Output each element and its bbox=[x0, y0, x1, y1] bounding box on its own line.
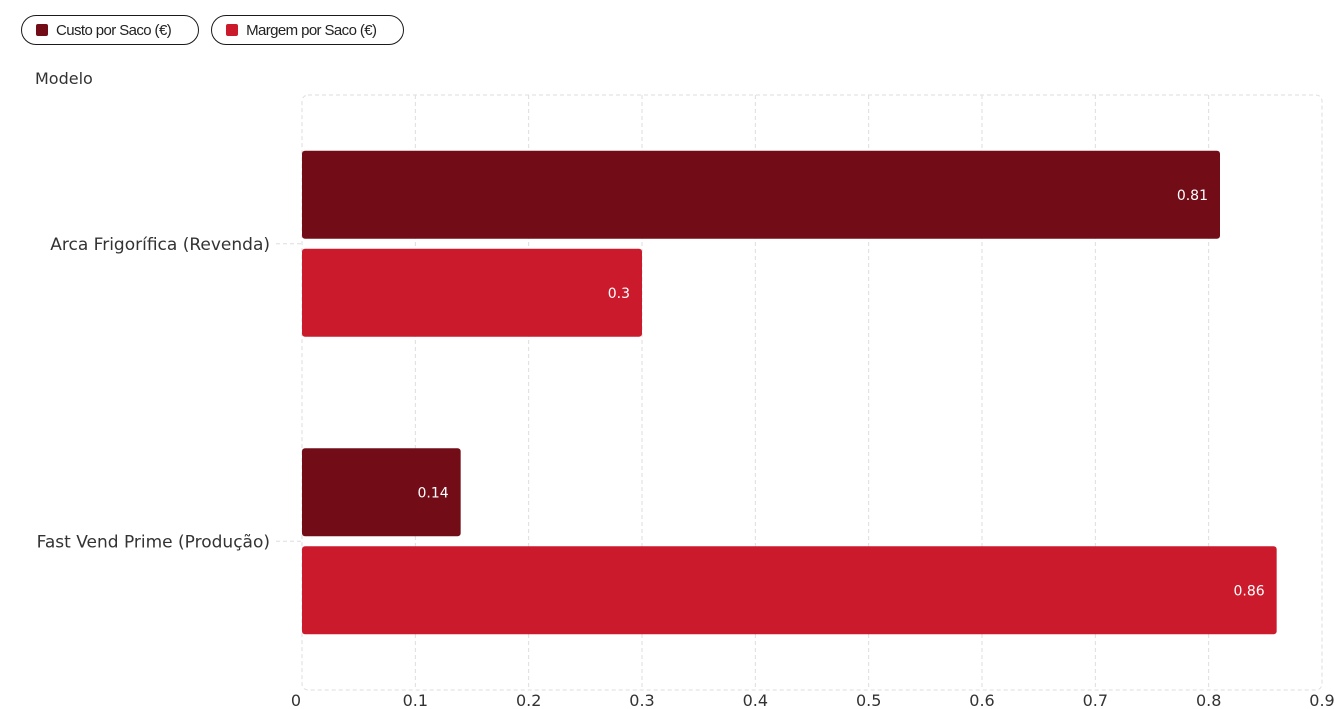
y-tick-label: Fast Vend Prime (Produção) bbox=[37, 532, 270, 552]
legend-item-margem[interactable]: Margem por Saco (€) bbox=[211, 15, 405, 45]
x-tick-label: 0.3 bbox=[629, 691, 654, 709]
data-label: 0.86 bbox=[1233, 583, 1264, 599]
data-label: 0.14 bbox=[417, 485, 448, 501]
plot-frame bbox=[301, 94, 1323, 691]
x-tick-label: 0.1 bbox=[403, 691, 428, 709]
legend-item-custo[interactable]: Custo por Saco (€) bbox=[21, 15, 200, 45]
bar bbox=[302, 248, 642, 337]
y-tick-label: Arca Frigorífica (Revenda) bbox=[50, 235, 270, 255]
legend-label-margem: Margem por Saco (€) bbox=[246, 21, 377, 39]
legend-label-custo: Custo por Saco (€) bbox=[56, 21, 172, 39]
x-tick-label: 0.6 bbox=[969, 691, 994, 709]
x-tick-label: 0.4 bbox=[743, 691, 768, 709]
x-tick-label: 0.2 bbox=[516, 691, 541, 709]
x-tick-label: 0.7 bbox=[1083, 691, 1108, 709]
legend-swatch-margem bbox=[226, 24, 239, 36]
y-axis-title: Modelo bbox=[35, 69, 93, 88]
bar bbox=[302, 150, 1220, 239]
x-tick-label: 0 bbox=[291, 691, 301, 709]
legend-swatch-custo bbox=[36, 24, 48, 36]
bar bbox=[302, 448, 461, 537]
data-label: 0.3 bbox=[608, 286, 630, 302]
x-tick-label: 0.8 bbox=[1196, 691, 1221, 709]
x-tick-label: 0.9 bbox=[1309, 691, 1334, 709]
legend: Custo por Saco (€) Margem por Saco (€) bbox=[21, 15, 405, 45]
x-tick-label: 0.5 bbox=[856, 691, 881, 709]
bar bbox=[302, 546, 1277, 635]
data-label: 0.81 bbox=[1177, 188, 1208, 204]
